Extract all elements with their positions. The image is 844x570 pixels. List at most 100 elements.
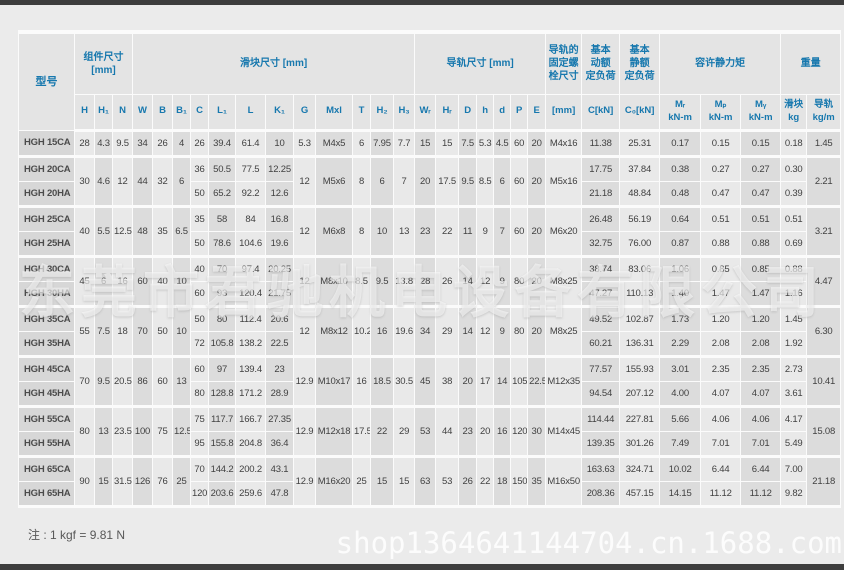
data-cell: 5.49 xyxy=(780,431,808,458)
data-cell: 2.08 xyxy=(700,331,742,358)
data-cell: 16 xyxy=(112,256,134,308)
data-cell: 20 xyxy=(476,406,495,458)
header-cell: H xyxy=(74,94,95,132)
data-cell: 0.64 xyxy=(659,206,702,232)
header-cell: B₁ xyxy=(172,94,192,132)
data-cell: M4x16 xyxy=(545,130,583,158)
data-cell: 11 xyxy=(458,206,478,258)
header-cell: B xyxy=(152,94,174,132)
data-cell: M16x20 xyxy=(315,456,354,508)
header-cell: 容许静力矩 xyxy=(659,32,782,95)
data-cell: 7.5 xyxy=(94,306,113,358)
data-cell: 0.69 xyxy=(780,231,808,258)
data-cell: 50.5 xyxy=(208,156,237,182)
data-cell: 120 xyxy=(190,481,210,508)
data-cell: 4.07 xyxy=(700,381,742,408)
data-cell: 2.08 xyxy=(740,331,782,358)
data-cell: M6x8 xyxy=(315,206,354,258)
data-cell: 0.87 xyxy=(659,231,702,258)
data-cell: 457.15 xyxy=(619,481,661,508)
data-cell: 14.15 xyxy=(659,481,702,508)
header-cell: L xyxy=(235,94,267,132)
data-cell: 77.57 xyxy=(581,356,621,382)
data-cell: 9.5 xyxy=(458,156,478,208)
data-cell: 29 xyxy=(435,306,460,358)
data-cell: 22.5 xyxy=(527,356,547,408)
data-cell: 6 xyxy=(352,130,372,158)
data-cell: 0.38 xyxy=(659,156,702,182)
data-cell: 47.8 xyxy=(265,481,295,508)
data-cell: 6 xyxy=(172,156,192,208)
data-cell: 60 xyxy=(510,156,529,208)
data-cell: 155.93 xyxy=(619,356,661,382)
header-cell: H₂ xyxy=(370,94,395,132)
data-cell: 28 xyxy=(74,130,95,158)
data-cell: 31.5 xyxy=(112,456,134,508)
data-cell: 1.06 xyxy=(659,256,702,282)
data-cell: 20 xyxy=(527,206,547,258)
data-cell: 15 xyxy=(414,130,437,158)
data-cell: 1.16 xyxy=(780,281,808,308)
data-cell: 20.25 xyxy=(265,256,295,282)
data-cell: 40 xyxy=(74,206,95,258)
data-cell: 20 xyxy=(458,356,478,408)
data-cell: 5.3 xyxy=(293,130,317,158)
data-cell: 9.5 xyxy=(112,130,134,158)
data-cell: 70 xyxy=(132,306,154,358)
header-cell: 型号 xyxy=(18,32,75,131)
data-cell: M8x25 xyxy=(545,256,583,308)
data-cell: 36 xyxy=(190,156,210,182)
data-cell: 105 xyxy=(510,356,529,408)
table-row: HGH 20HA 50 65.2 92.2 12.6 21.18 48.84 0.48 0.47… xyxy=(18,181,841,208)
model-cell: HGH 35CA xyxy=(18,306,75,332)
data-cell: 5.3 xyxy=(476,130,495,158)
data-cell: 15 xyxy=(393,456,416,508)
data-cell: 6.30 xyxy=(806,306,842,358)
data-cell: 144.2 xyxy=(208,456,237,482)
table-row: HGH 15CA 28 4.3 9.5 34 26 4 26 39.4 61.4 10 5.3 M4x5… xyxy=(18,130,842,158)
data-cell: 15.08 xyxy=(806,406,842,458)
data-cell: 25 xyxy=(172,456,192,508)
data-cell: 13 xyxy=(172,356,192,408)
data-cell: 22 xyxy=(370,406,395,458)
data-cell: 12 xyxy=(293,206,317,258)
data-cell: 3.21 xyxy=(806,206,842,258)
data-cell: 26 xyxy=(190,130,210,158)
data-cell: 1.45 xyxy=(780,306,808,332)
data-cell: 17.5 xyxy=(352,406,372,458)
data-cell: M8x10 xyxy=(315,256,354,308)
model-cell: HGH 45CA xyxy=(18,356,75,382)
data-cell: 92.2 xyxy=(235,181,267,208)
data-cell: 0.27 xyxy=(740,156,782,182)
data-cell: 7.95 xyxy=(370,130,395,158)
data-cell: 35 xyxy=(190,206,210,232)
data-cell: M12x35 xyxy=(545,356,583,408)
data-cell: 34 xyxy=(414,306,437,358)
data-cell: 78.6 xyxy=(208,231,237,258)
data-cell: 14 xyxy=(493,356,512,408)
data-cell: 15 xyxy=(94,456,113,508)
data-cell: 26 xyxy=(152,130,174,158)
data-cell: 16 xyxy=(493,406,512,458)
data-cell: 40 xyxy=(190,256,210,282)
header-cell: W xyxy=(132,94,154,132)
data-cell: 34 xyxy=(132,130,154,158)
watermark-shop-url: shop1364641144704.cn.1688.com xyxy=(335,526,842,560)
model-cell: HGH 30HA xyxy=(18,281,75,308)
data-cell: 2.35 xyxy=(700,356,742,382)
data-cell: 9.82 xyxy=(780,481,808,508)
data-cell: 8.5 xyxy=(352,256,372,308)
header-cell: G xyxy=(293,94,317,132)
data-cell: 49.52 xyxy=(581,306,621,332)
data-cell: 23.5 xyxy=(112,406,134,458)
data-cell: 102.87 xyxy=(619,306,661,332)
data-cell: 35 xyxy=(527,456,547,508)
data-cell: 44 xyxy=(132,156,154,208)
data-cell: 7.7 xyxy=(393,130,416,158)
data-cell: 53 xyxy=(435,456,460,508)
data-cell: 28 xyxy=(414,256,437,308)
data-cell: 13.8 xyxy=(393,256,416,308)
data-cell: 3.61 xyxy=(780,381,808,408)
header-cell: 导轨尺寸 [mm] xyxy=(414,32,547,95)
